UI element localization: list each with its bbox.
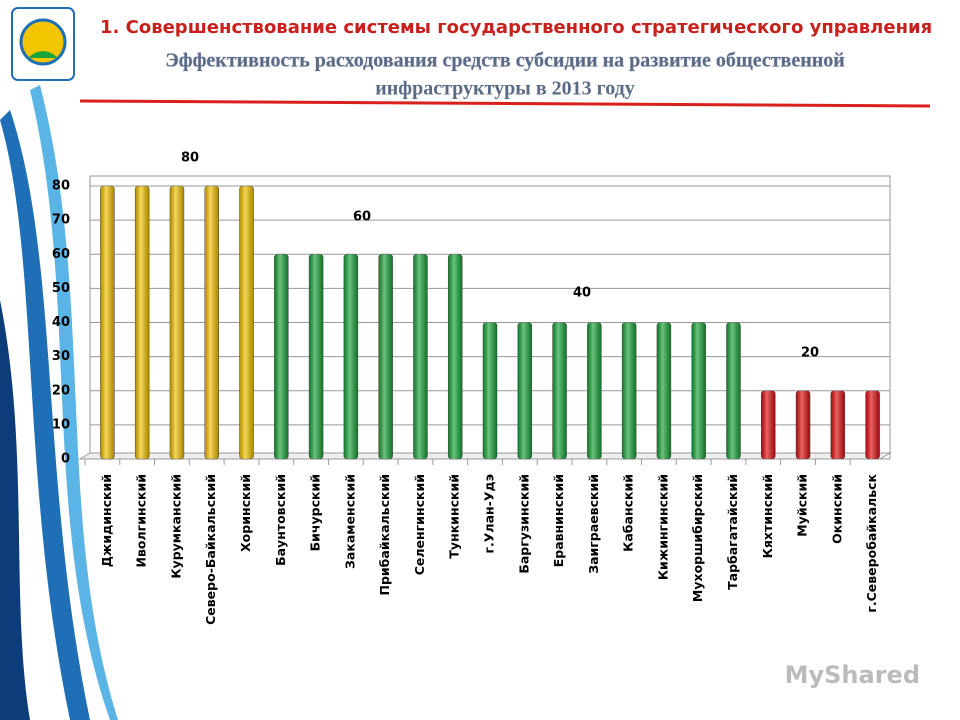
x-tick-label: Хоринский <box>238 474 253 552</box>
y-tick-label: 0 <box>61 452 70 467</box>
x-tick-label: Тарбагатайский <box>725 474 740 590</box>
x-tick-label: Кабанский <box>621 474 636 552</box>
x-tick-label: Муйский <box>795 474 810 537</box>
y-tick-label: 10 <box>52 417 70 432</box>
bar-shine <box>726 322 741 459</box>
x-tick-label: Закаменский <box>342 474 357 569</box>
bar-shine <box>135 186 150 459</box>
x-tick-label: Прибайкальский <box>377 474 392 595</box>
x-tick-label: г.Северобайкальск <box>864 473 879 612</box>
y-tick-label: 70 <box>52 213 70 228</box>
x-tick-label: г.Улан-Удэ <box>482 474 497 553</box>
x-tick-label: Тункинский <box>447 474 462 559</box>
annotation: 60 <box>353 210 371 225</box>
x-tick-label: Бичурский <box>308 474 323 551</box>
x-tick-label: Кяхтинский <box>760 474 775 558</box>
x-tick-label: Баргузинский <box>516 474 531 574</box>
annotation: 80 <box>181 151 199 166</box>
y-tick-label: 80 <box>52 179 70 194</box>
y-tick-label: 20 <box>52 383 70 398</box>
bar-shine <box>622 322 637 459</box>
bar-shine <box>796 390 811 459</box>
y-tick-label: 60 <box>52 247 70 262</box>
slide-subtitle: инфраструктуры в 2013 году <box>375 78 635 100</box>
x-tick-label: Кижингинский <box>655 474 670 580</box>
x-tick-label: Джидинский <box>99 474 114 567</box>
bar-shine <box>656 322 671 459</box>
bar-shine <box>413 254 428 459</box>
x-tick-label: Еравнинский <box>551 474 566 567</box>
decoration <box>0 7 931 720</box>
bar-shine <box>100 186 115 459</box>
annotation: 20 <box>801 346 819 361</box>
x-tick-label: Окинский <box>829 474 844 544</box>
x-tick-label: Курумканский <box>168 474 183 579</box>
bar-shine <box>830 390 845 459</box>
bar-shine <box>691 322 706 459</box>
bar-shine <box>552 322 567 459</box>
bar-shine <box>517 322 532 459</box>
y-tick-label: 30 <box>52 349 70 364</box>
bar-shine <box>865 390 880 459</box>
x-tick-label: Иволгинский <box>134 474 149 567</box>
y-tick-label: 50 <box>52 281 70 296</box>
bar-shine <box>169 186 184 459</box>
x-tick-label: Заиграевский <box>586 474 601 574</box>
bar-shine <box>204 186 219 459</box>
bar-shine <box>309 254 324 459</box>
slide-subtitle: Эффективность расходования средств субси… <box>165 50 845 72</box>
bar-shine <box>239 186 254 459</box>
x-tick-label: Северо-Байкальский <box>203 474 218 625</box>
annotation: 40 <box>573 286 591 301</box>
bar-shine <box>761 390 776 459</box>
x-tick-label: Баунтовский <box>273 474 288 566</box>
x-tick-label: Селенгинский <box>412 474 427 575</box>
bar-shine <box>343 254 358 459</box>
x-tick-label: Мухоршибирский <box>690 474 705 602</box>
bar-shine <box>274 254 289 459</box>
plot: 0 10 20 30 40 50 60 70 80 Джидинский Иволгинский Ку… <box>52 151 892 625</box>
y-tick-label: 40 <box>52 315 70 330</box>
bar-shine <box>378 254 393 459</box>
bar-shine <box>448 254 463 459</box>
watermark: MyShared <box>785 661 920 689</box>
bar-shine <box>587 322 602 459</box>
bar-shine <box>483 322 497 459</box>
slide-title: 1. Совершенствование системы государстве… <box>100 17 932 38</box>
